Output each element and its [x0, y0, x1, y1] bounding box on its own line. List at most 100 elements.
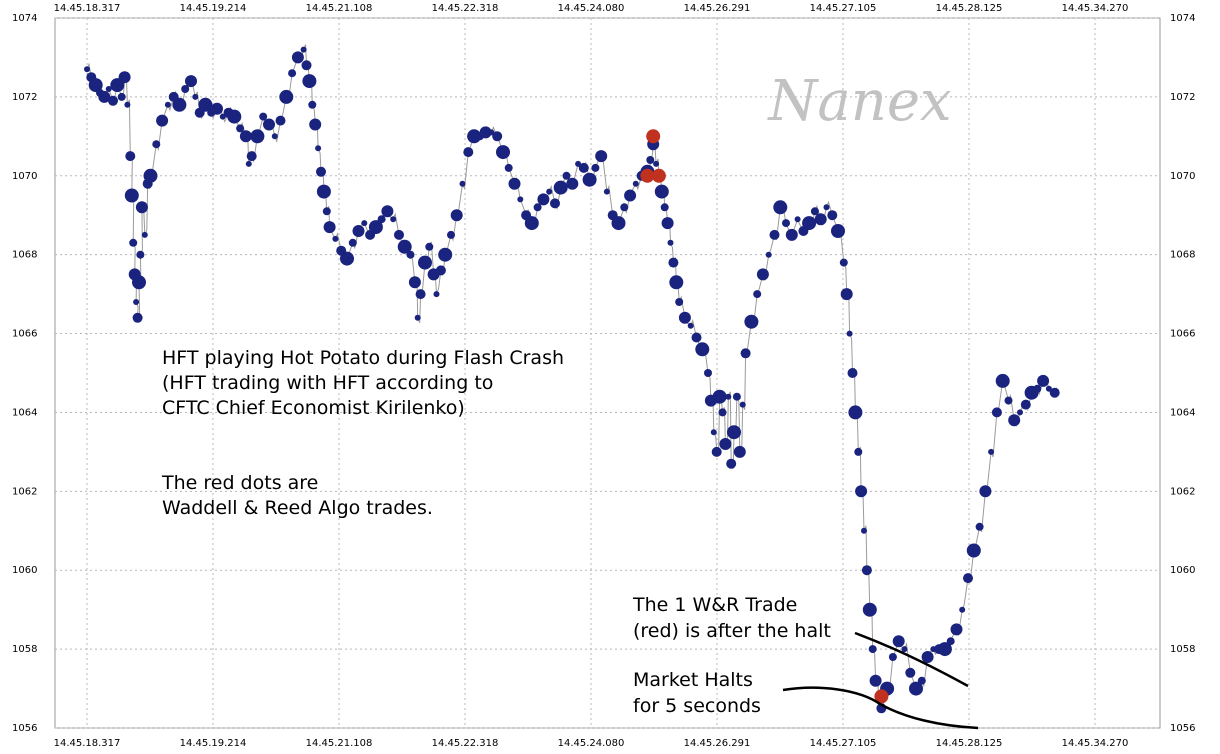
y-tick-label-right: 1068 [1170, 250, 1195, 261]
hft-trade-dot [361, 220, 368, 227]
hft-trade-dot [646, 156, 655, 164]
hft-trade-dot [1033, 384, 1042, 393]
hft-trade-dot [467, 129, 482, 144]
hft-trade-dot [117, 92, 126, 101]
hft-trade-dot [553, 180, 568, 195]
hft-trade-dot [479, 126, 492, 139]
plot-frame [54, 17, 1161, 729]
hft-trade-dot [390, 216, 397, 223]
hft-trade-dot [132, 312, 143, 323]
waddell-reed-trade-dot [640, 168, 655, 183]
hft-trade-dot [946, 637, 955, 646]
hft-trade-dot [164, 101, 171, 108]
hft-trade-dot [301, 60, 312, 71]
hft-trade-dot [827, 210, 838, 221]
y-tick-label-left: 1066 [12, 329, 37, 340]
hft-trade-dot [562, 171, 571, 180]
hft-trade-dot [381, 205, 394, 218]
annotation-market-halt: Market Halts for 5 seconds [633, 669, 761, 717]
hft-trade-dot [309, 118, 322, 131]
hft-trade-dot [322, 207, 331, 216]
y-tick-label-right: 1064 [1170, 407, 1195, 418]
hft-trade-dot [125, 151, 136, 162]
hft-trade-dot [185, 75, 197, 88]
hft-trade-dot [533, 203, 542, 212]
hft-trade-dot [595, 150, 608, 163]
hft-trade-dot [963, 573, 973, 584]
hft-trade-dot [794, 216, 801, 223]
hft-trade-dot [537, 193, 550, 206]
hft-trade-dot [727, 425, 741, 440]
hft-trade-dot [323, 221, 336, 234]
hft-trade-dot [245, 160, 252, 167]
hft-trade-dot [211, 102, 223, 115]
x-tick-label-bottom: 14.45.28.125 [936, 738, 1003, 749]
annotation-wr-line-1: The 1 W&R Trade [632, 594, 797, 616]
x-tick-label-top: 14.45.28.125 [936, 3, 1003, 14]
annotation-halt-line-1: Market Halts [633, 669, 753, 691]
hft-trade-dot [861, 565, 872, 576]
hft-trade-dot [492, 131, 503, 142]
hft-trade-dot [192, 93, 199, 100]
hft-trade-dot [397, 239, 412, 254]
hft-trade-dot [704, 369, 712, 377]
hft-trade-dot [855, 485, 868, 498]
hft-trade-dot [517, 196, 524, 203]
hft-trade-dot [316, 184, 331, 199]
annotation-wr-trade: The 1 W&R Trade (red) is after the halt [632, 594, 831, 642]
annotation-red-line-2: Waddell & Reed Algo trades. [162, 497, 433, 519]
hft-trade-dot [136, 250, 145, 259]
hft-trade-dot [582, 172, 597, 187]
hft-trade-dot [84, 66, 90, 73]
hft-trade-dot [917, 676, 926, 685]
hft-trade-dot [504, 163, 513, 172]
hft-trade-dot [198, 97, 213, 112]
hft-trade-dot [712, 389, 727, 404]
hft-trade-dot [450, 209, 463, 222]
hft-trade-dot [668, 257, 679, 268]
hft-trade-dot [259, 112, 268, 121]
hft-trade-dot [236, 124, 245, 133]
hft-trade-dot [725, 393, 732, 400]
annotation-red-line-1: The red dots are [161, 472, 318, 494]
hft-trade-dot [848, 405, 863, 420]
hft-trade-dot [414, 314, 421, 321]
hft-trade-dot [765, 251, 772, 258]
hft-trade-dot [710, 429, 717, 436]
x-tick-label-bottom: 14.45.34.270 [1062, 738, 1129, 749]
hft-trade-dot [687, 322, 694, 329]
hft-trade-dot [732, 392, 741, 401]
hft-trade-dot [348, 238, 357, 247]
annotation-wr-line-2: (red) is after the halt [633, 620, 831, 642]
hft-trade-dot [124, 101, 131, 108]
hft-trade-dot [966, 543, 981, 558]
hft-trade-dot [959, 606, 966, 613]
hft-trade-dot [620, 203, 629, 212]
hft-trade-dot [744, 314, 759, 329]
annotation-red-dots: The red dots are Waddell & Reed Algo tra… [161, 472, 433, 519]
hft-trade-dot [869, 674, 882, 687]
hft-trade-dot [591, 163, 600, 172]
y-tick-label-right: 1074 [1170, 13, 1195, 24]
x-tick-label-top: 14.45.18.317 [54, 3, 121, 14]
hft-trade-dot [105, 86, 112, 92]
hft-trade-dot [847, 368, 858, 378]
y-tick-label-right: 1070 [1170, 171, 1195, 182]
hft-trade-dot [315, 145, 322, 152]
hft-trade-dot [678, 311, 691, 324]
hft-trade-dot [524, 216, 539, 231]
hft-trade-dot [143, 168, 158, 183]
waddell-reed-trade-dot [874, 689, 889, 704]
x-tick-label-top: 14.45.34.270 [1062, 3, 1129, 14]
hft-trade-dot [654, 184, 669, 199]
hft-trade-dot [352, 225, 365, 237]
y-tick-label-left: 1062 [12, 486, 37, 497]
hft-trade-dot [782, 219, 790, 228]
hft-trade-dot [711, 446, 722, 457]
grid-layer [54, 17, 1161, 729]
hft-trade-dot [950, 623, 963, 636]
y-tick-label-left: 1070 [12, 171, 37, 182]
y-tick-label-left: 1056 [12, 723, 37, 734]
y-tick-label-right: 1056 [1170, 723, 1195, 734]
